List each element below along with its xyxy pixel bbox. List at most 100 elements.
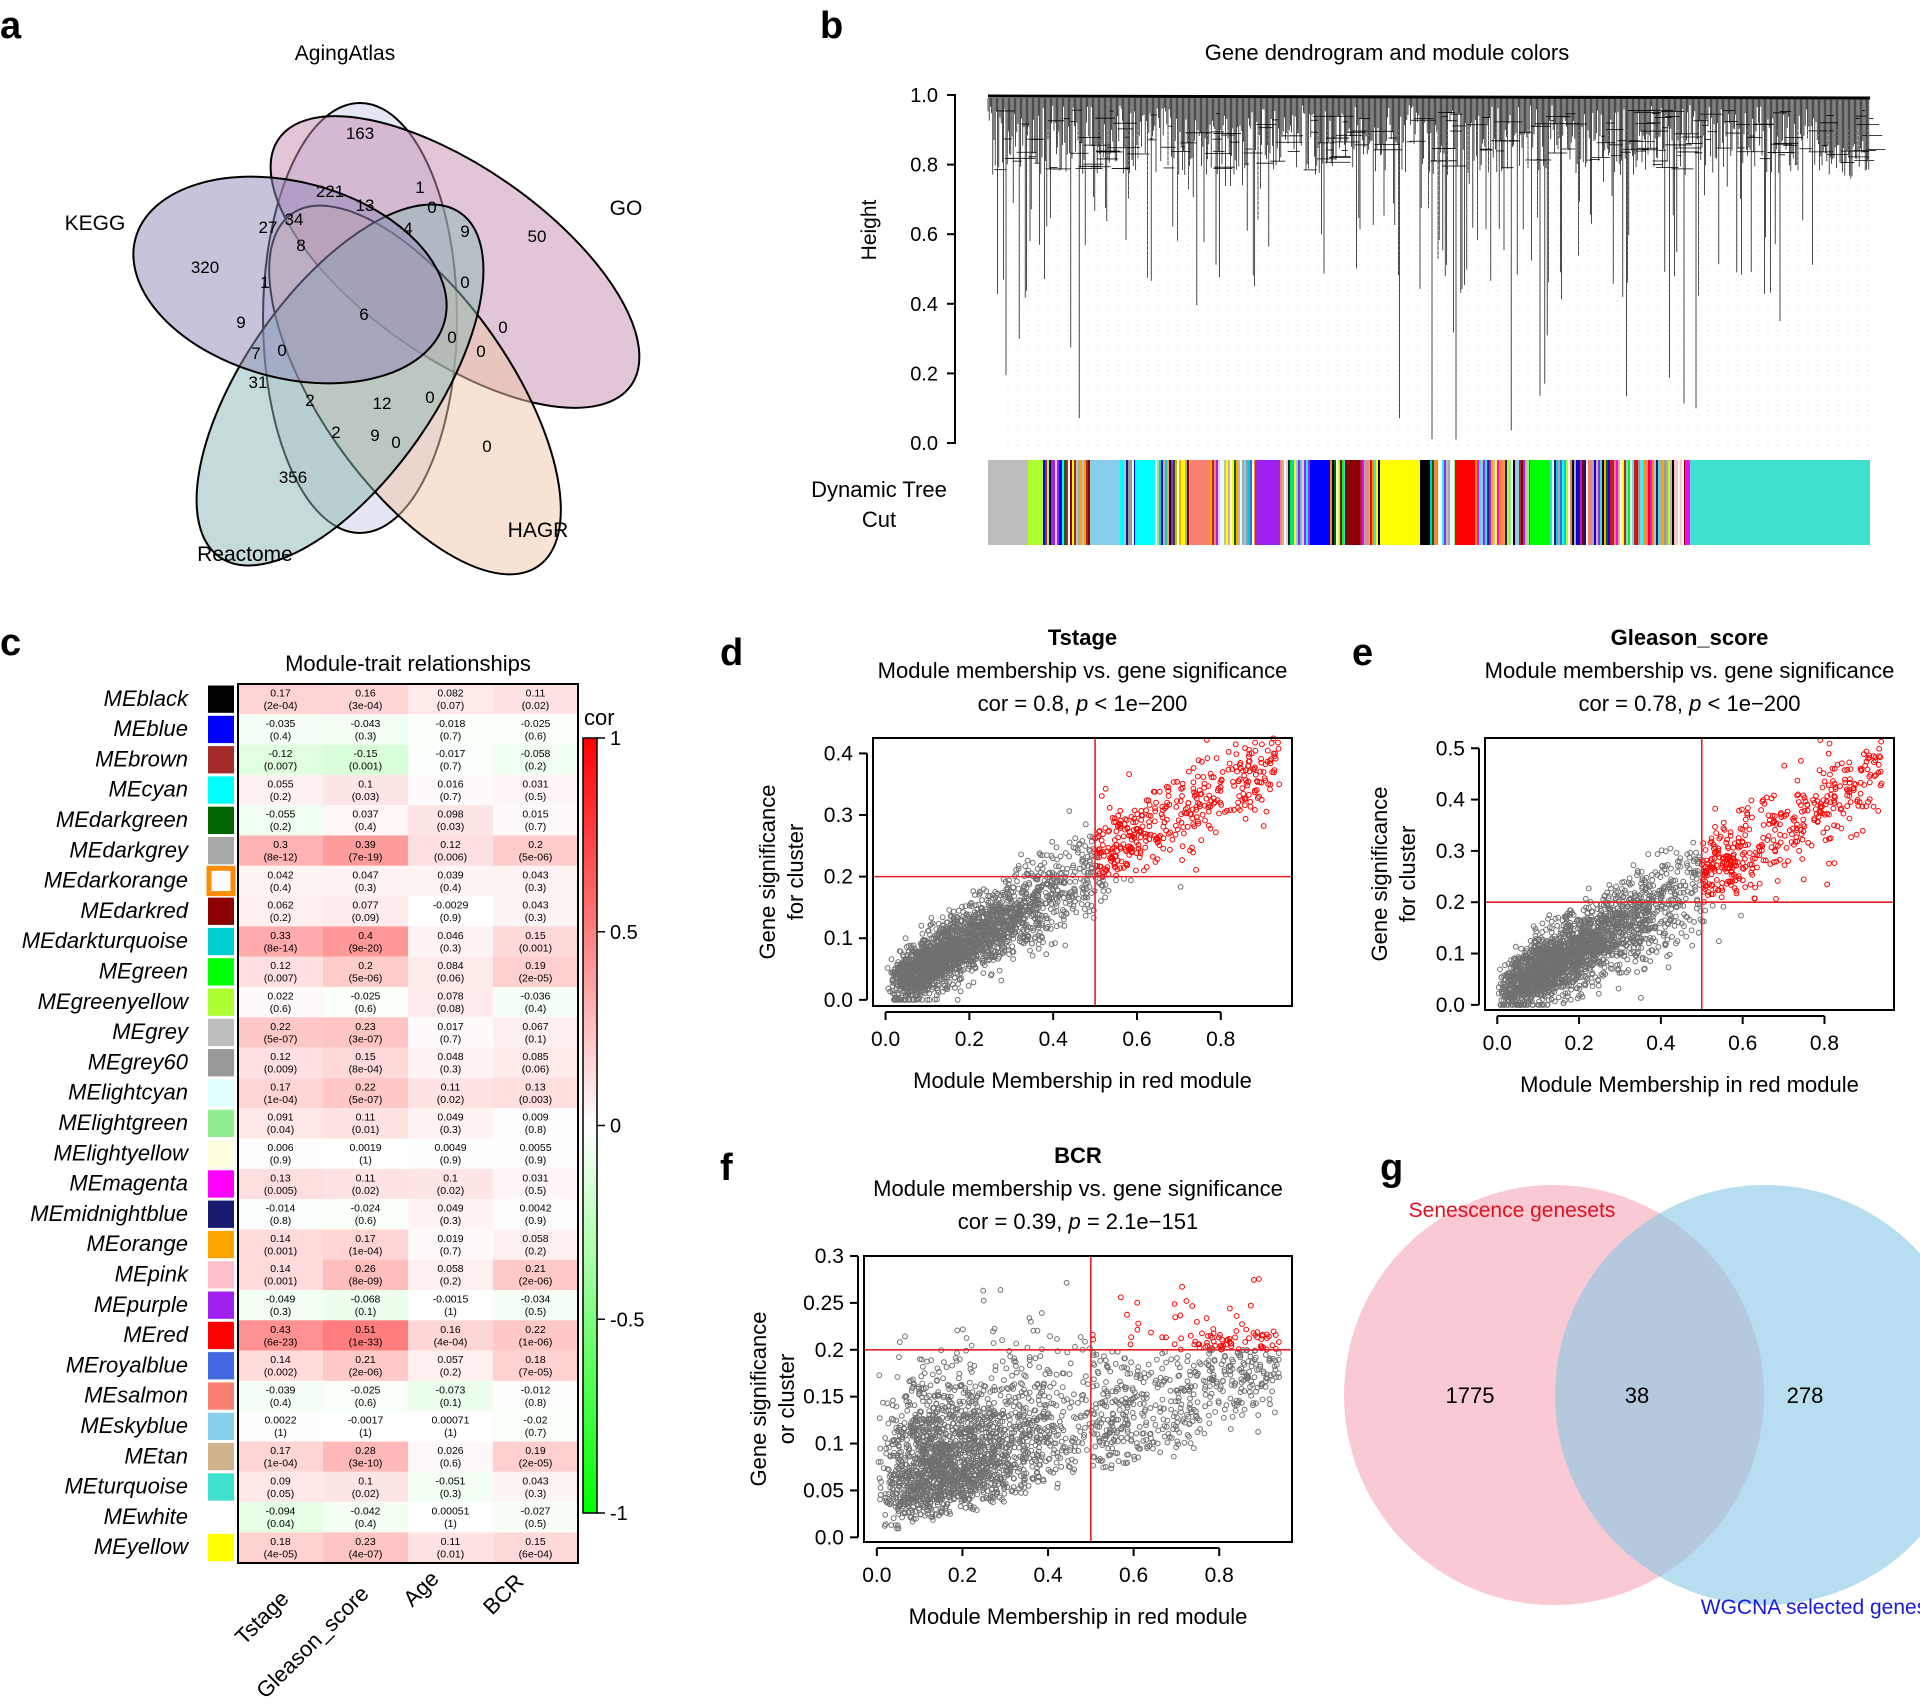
module-color-stripe [1598, 460, 1600, 545]
scatter-point [1748, 797, 1755, 804]
scatter-point [1100, 831, 1106, 838]
heatmap-cell [408, 1168, 493, 1200]
scatter-point [1062, 942, 1069, 949]
venn-region-value: 0 [482, 437, 491, 456]
scatter-point [1785, 858, 1791, 864]
scatter-point [1825, 750, 1832, 757]
heatmap-cell-cor: 0.098 [437, 809, 463, 821]
module-color-stripe [1187, 460, 1189, 545]
panel-letter-d: d [720, 632, 743, 674]
scatter-point [1264, 747, 1271, 754]
heatmap-cell [238, 1077, 323, 1109]
scatter-y-label-line1: Gene significance [755, 785, 780, 960]
heatmap-cell-pvalue: (5e-06) [519, 852, 553, 864]
scatter-subtitle: Module membership vs. gene significance [878, 658, 1288, 683]
heatmap-cell-pvalue: (1) [359, 1427, 372, 1439]
heatmap-row-label: MEdarkorange [44, 868, 188, 893]
heatmap-cell-cor: 0.11 [441, 1536, 461, 1548]
scatter-point [1690, 839, 1697, 846]
heatmap-cell [238, 1320, 323, 1351]
panel-letter-g: g [1380, 1147, 1403, 1189]
heatmap-cell-cor: -0.049 [266, 1294, 296, 1306]
heatmap-cell-cor: 0.2 [528, 839, 543, 851]
scatter-point [1170, 779, 1177, 785]
heatmap-cell-cor: 0.058 [437, 1263, 463, 1275]
module-color-stripe [1076, 460, 1078, 545]
module-color-stripe [1479, 460, 1481, 545]
heatmap-cell [238, 865, 323, 897]
heatmap-cell [493, 1502, 578, 1533]
heatmap-cell [493, 926, 578, 957]
scatter-point [1029, 952, 1036, 959]
module-color-segment [1345, 460, 1360, 545]
heatmap-cell-cor: -0.12 [269, 748, 293, 760]
scatter-point [1241, 772, 1247, 779]
scatter-point [1683, 933, 1690, 940]
scatter-point [1267, 786, 1273, 793]
module-color-stripe [1043, 460, 1045, 545]
heatmap-cell-cor: 0.017 [437, 1021, 463, 1033]
venn-region-value: 34 [285, 210, 304, 229]
scatter-point [1152, 805, 1158, 812]
heatmap-cell-cor: 0.13 [270, 1172, 291, 1184]
heatmap-cell-pvalue: (0.001) [264, 1245, 297, 1257]
heatmap-cell-pvalue: (0.9) [525, 1215, 547, 1227]
heatmap-cell [238, 1259, 323, 1290]
dendrogram-tree [987, 94, 1886, 448]
heatmap-cell [238, 1017, 323, 1048]
module-color-stripe [1648, 460, 1650, 545]
heatmap-cell [238, 1138, 323, 1169]
scatter-point [1758, 807, 1764, 813]
module-color-stripe [1632, 460, 1634, 545]
scatter-point [1169, 836, 1176, 843]
scatter-point [1096, 828, 1103, 834]
heatmap-cell-pvalue: (0.06) [522, 1064, 549, 1076]
module-color-stripe [1578, 460, 1580, 545]
heatmap-cell [238, 1532, 323, 1563]
module-color-stripe [1525, 460, 1527, 545]
module-color-stripe [1230, 460, 1232, 545]
heatmap-cell [493, 1380, 578, 1412]
scatter-point [1029, 940, 1035, 947]
heatmap-row-label: MEblack [104, 686, 189, 711]
module-color-stripe [1049, 460, 1051, 545]
heatmap-cell-pvalue: (0.03) [352, 791, 379, 803]
heatmap-cell-cor: 0.22 [355, 1081, 376, 1093]
module-color-stripe [1284, 460, 1286, 545]
scatter-point [1022, 863, 1029, 870]
heatmap-cell [323, 1532, 408, 1563]
panel-letter-b: b [820, 5, 843, 47]
scatter-point [1072, 835, 1079, 842]
scatter-point [1730, 844, 1736, 851]
scatter-point [1582, 895, 1589, 902]
scatter-point [1655, 943, 1662, 950]
module-color-stripe [1175, 460, 1177, 545]
scatter-point [1233, 751, 1240, 757]
module-color-segment [1690, 460, 1870, 545]
module-color-stripe [1340, 460, 1342, 545]
module-color-stripe [1432, 460, 1434, 545]
heatmap-cell [408, 1108, 493, 1139]
heatmap-cell-cor: -0.094 [266, 1506, 296, 1518]
dendrogram-y-ticks: 1.00.80.60.40.20.0 [910, 85, 955, 455]
module-color-stripe [1173, 460, 1175, 545]
dendrogram-y-tick-label: 1.0 [910, 85, 938, 107]
scatter-point [1830, 805, 1837, 812]
heatmap-cell-cor: 0.00071 [432, 1415, 470, 1427]
module-color-segment [1190, 460, 1210, 545]
scatter-point [1247, 803, 1254, 810]
heatmap-cell-cor: 0.16 [355, 688, 376, 700]
heatmap-column-label: Age [398, 1566, 443, 1611]
scatter-point [1194, 773, 1201, 780]
heatmap-cell-pvalue: (0.08) [437, 1003, 464, 1015]
heatmap-cell-pvalue: (0.04) [267, 1124, 294, 1136]
module-color-stripe [1286, 460, 1288, 545]
heatmap-cell-pvalue: (0.9) [270, 1155, 292, 1167]
heatmap-cell-pvalue: (0.3) [440, 942, 462, 954]
heatmap-cell-pvalue: (0.3) [440, 1124, 462, 1136]
heatmap-row-label: MElightyellow [54, 1140, 191, 1165]
scatter-point [1674, 869, 1681, 875]
scatter-point [1824, 825, 1830, 832]
heatmap-cell [323, 684, 408, 715]
scatter-point [1846, 759, 1853, 766]
